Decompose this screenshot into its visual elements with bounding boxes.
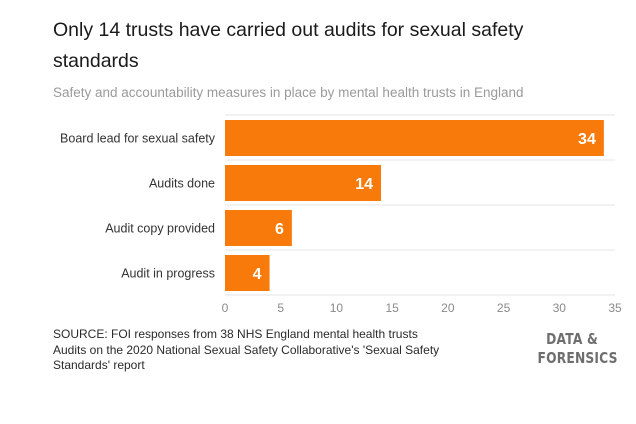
brand-line-1: DATA & [546, 330, 598, 348]
chart-subtitle: Safety and accountability measures in pl… [53, 85, 524, 100]
x-tick-label: 35 [608, 301, 622, 315]
x-tick-label: 5 [277, 301, 284, 315]
x-tick-label: 25 [497, 301, 511, 315]
x-tick-label: 30 [553, 301, 567, 315]
x-tick-label: 10 [330, 301, 344, 315]
x-tick-label: 15 [385, 301, 399, 315]
bar [225, 165, 381, 201]
bar [225, 255, 270, 291]
source-note: SOURCE: FOI responses from 38 NHS Englan… [53, 327, 523, 374]
data-label: 14 [355, 176, 373, 193]
data-forensics-logo: DATA & FORENSICS [537, 330, 618, 368]
x-tick-label: 0 [222, 301, 229, 315]
source-line-1: SOURCE: FOI responses from 38 NHS Englan… [53, 327, 418, 341]
data-label: 4 [253, 266, 262, 283]
source-line-3: Standards' report [53, 358, 145, 372]
brand-line-2: FORENSICS [537, 349, 618, 367]
data-label: 34 [578, 131, 596, 148]
chart-title: Only 14 trusts have carried out audits f… [53, 19, 524, 72]
category-label: Audit copy provided [105, 222, 215, 236]
bar [225, 120, 604, 156]
data-label: 6 [275, 221, 284, 238]
category-label: Board lead for sexual safety [60, 132, 216, 146]
x-tick-label: 20 [441, 301, 455, 315]
category-label: Audits done [149, 177, 215, 191]
category-label: Audit in progress [121, 267, 215, 281]
bar [225, 210, 292, 246]
source-line-2: Audits on the 2020 National Sexual Safet… [53, 342, 440, 357]
